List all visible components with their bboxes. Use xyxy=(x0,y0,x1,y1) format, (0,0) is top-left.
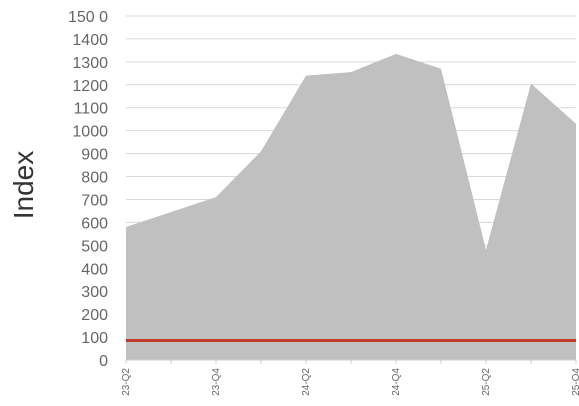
axes xyxy=(125,359,577,364)
x-tick-label: 25-Q4 xyxy=(571,368,579,396)
y-axis-ticks: 0 100 200 300 400 500 600 700 800 900 1000 1100 1200… xyxy=(68,9,108,370)
y-tick-label: 1400 xyxy=(72,32,108,49)
y-tick-label: 600 xyxy=(81,215,108,232)
y-tick-label: 900 xyxy=(81,147,108,164)
x-tick-label: 24-Q2 xyxy=(301,368,312,396)
y-tick-label: 100 xyxy=(81,330,108,347)
x-tick-label: 24-Q4 xyxy=(391,368,402,396)
x-tick-label: 23-Q2 xyxy=(121,368,132,396)
y-tick-label: 200 xyxy=(81,307,108,324)
area-series xyxy=(126,53,576,361)
y-tick-label: 400 xyxy=(81,261,108,278)
y-tick-label: 700 xyxy=(81,192,108,209)
y-tick-label: 1100 xyxy=(74,101,109,118)
y-tick-label: 800 xyxy=(81,170,108,187)
y-tick-label: 1000 xyxy=(72,124,108,141)
y-tick-label: 500 xyxy=(81,238,108,255)
x-tick-label: 25-Q2 xyxy=(481,368,492,396)
y-tick-label: 1200 xyxy=(72,78,108,95)
area-series-layer xyxy=(125,53,577,361)
x-axis-ticks: 23-Q2 23-Q4 24-Q2 24-Q4 25-Q2 25-Q4 xyxy=(121,368,579,396)
x-tick-label: 23-Q4 xyxy=(211,368,222,396)
y-tick-label: 0 xyxy=(99,353,108,370)
y-axis-label: Index xyxy=(8,151,39,220)
y-tick-label: 1300 xyxy=(72,55,108,72)
y-tick-label: 150 0 xyxy=(68,9,108,26)
y-tick-label: 300 xyxy=(81,284,108,301)
